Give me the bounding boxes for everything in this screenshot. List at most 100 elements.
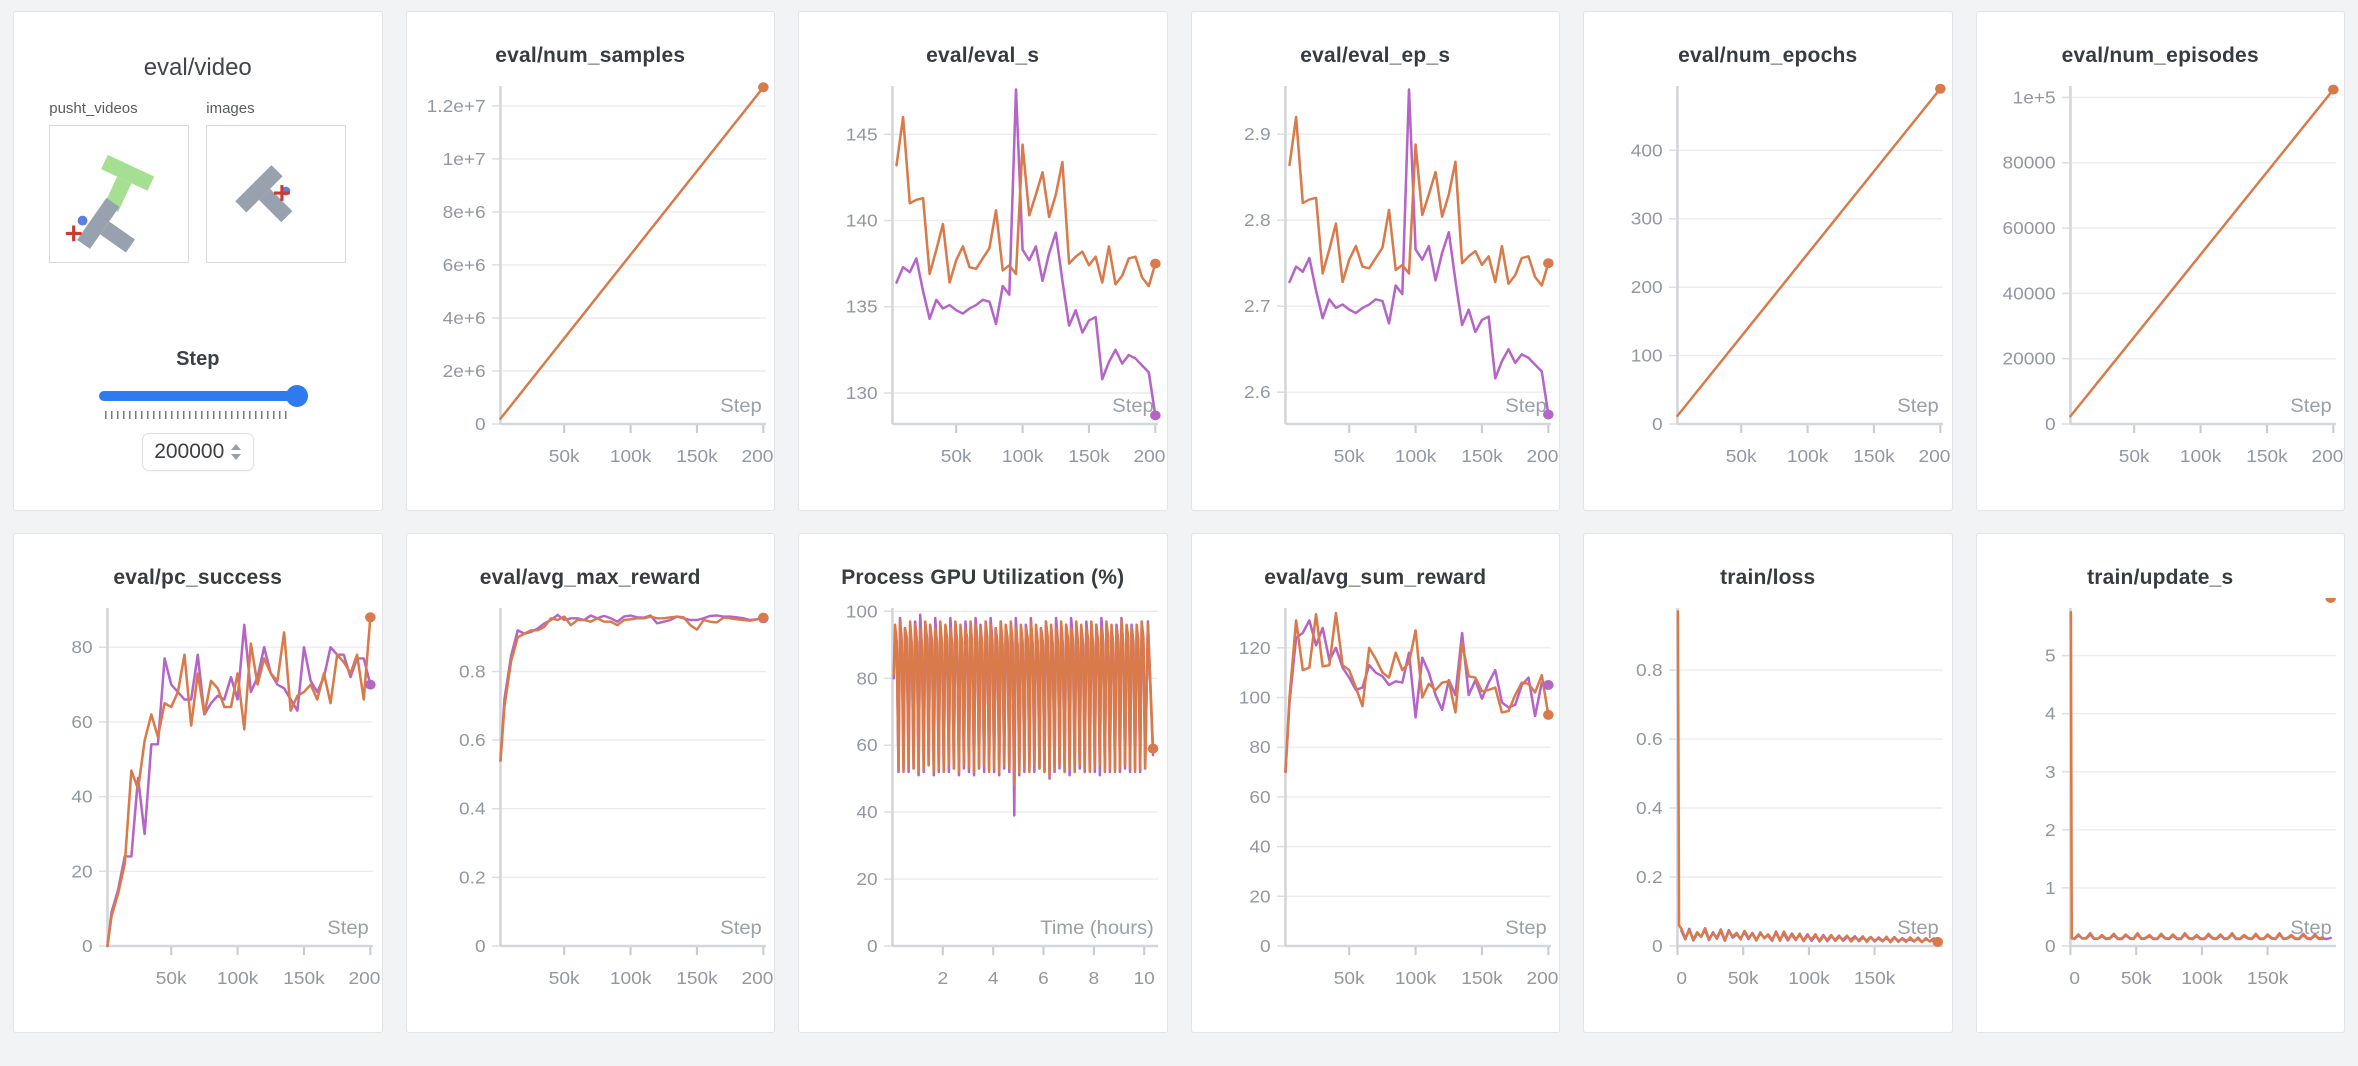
chart-canvas-num-episodes[interactable]: 0 20000 40000 60000 80000 1e+5 50k 100k 150k 200 S…	[1977, 76, 2345, 482]
pusht-scene-image	[66, 154, 155, 253]
y-tick-label: 0.8	[459, 661, 486, 681]
chart-canvas-num-samples[interactable]: 0 2e+6 4e+6 6e+6 8e+6 1e+7 1.2e+7 50k 100k 150k 20…	[407, 76, 775, 482]
stepper-up-icon[interactable]	[231, 444, 242, 450]
series-end-dot-orange-run	[1150, 258, 1161, 269]
x-tick-label: 100k	[1394, 446, 1436, 466]
series-line-purple-run	[1283, 619, 1550, 774]
series-end-dot-orange-run	[1542, 709, 1554, 720]
y-tick-label: 0.6	[1636, 729, 1663, 749]
y-tick-label: 300	[1631, 208, 1663, 228]
goal-cross	[274, 185, 291, 201]
y-tick-label: 2.8	[1244, 210, 1271, 230]
y-tick-label: 135	[846, 296, 878, 316]
panel-eval-eval-s: eval/eval_s 130 135 140 145 50k 100k 150k 200 St…	[798, 11, 1168, 511]
y-tick-label: 0	[2044, 414, 2055, 434]
chart-title: eval/eval_s	[926, 44, 1040, 67]
x-axis-title: Step	[720, 396, 762, 417]
y-tick-label: 2.7	[1244, 296, 1271, 316]
series-end-dot-orange-run	[1542, 258, 1554, 269]
media-group-pusht-videos: pusht_videos	[49, 100, 190, 263]
images-thumbnail[interactable]	[206, 125, 347, 263]
x-tick-label: 200	[741, 968, 773, 988]
chart-canvas-eval-ep-s[interactable]: 2.6 2.7 2.8 2.9 50k 100k 150k 200 Step	[1192, 76, 1560, 482]
chart-canvas-avg-sum-reward[interactable]: 0 20 40 60 80 100 120 50k 100k 150k 200 Step	[1192, 598, 1560, 1004]
slider-handle[interactable]	[285, 385, 308, 407]
media-label: images	[206, 100, 255, 117]
slider-track[interactable]	[98, 391, 297, 401]
chart-canvas-eval-s[interactable]: 130 135 140 145 50k 100k 150k 200 Step	[799, 76, 1167, 482]
pusht-video-thumbnail[interactable]	[49, 125, 190, 263]
x-axis-title: Step	[1112, 396, 1154, 417]
x-tick-label: 200	[349, 968, 381, 988]
series-end-dot-purple-run	[1542, 680, 1554, 690]
series-line-orange-run	[892, 620, 1155, 787]
chart-canvas-pc-success[interactable]: 0 20 40 60 80 50k 100k 150k 200 Step	[14, 598, 382, 1004]
chart-canvas-train-loss[interactable]: 0 0.2 0.4 0.6 0.8 0 50k 100k 150k Step	[1584, 598, 1952, 1004]
y-tick-label: 0	[1259, 936, 1270, 956]
y-tick-label: 4e+6	[442, 308, 485, 328]
panel-train-loss: train/loss 0 0.2 0.4 0.6 0.8 0 50k 100k 150k Step	[1583, 533, 1953, 1033]
y-tick-label: 20	[71, 861, 92, 881]
y-tick-label: 6e+6	[442, 254, 485, 274]
x-tick-label: 50k	[1726, 446, 1758, 466]
x-tick-label: 50k	[941, 446, 973, 466]
chart-canvas-gpu-utilization[interactable]: 0 20 40 60 80 100 2 4 6 8 10 Time (hours)	[799, 598, 1167, 1004]
panel-title: eval/video	[143, 54, 252, 81]
series-end-dot-purple-run	[1542, 409, 1554, 420]
x-tick-label: 150k	[676, 968, 718, 988]
y-tick-label: 60	[1249, 786, 1270, 806]
chart-title: Process GPU Utilization (%)	[841, 566, 1125, 589]
agent-dot	[77, 215, 88, 226]
y-tick-label: 100	[1238, 687, 1270, 707]
x-tick-label: 50k	[1333, 446, 1365, 466]
chart-title: train/loss	[1720, 566, 1816, 589]
y-tick-label: 20	[856, 869, 877, 889]
chart-canvas-train-update-s[interactable]: 0 1 2 3 4 5 0 50k 100k 150k Step	[1977, 598, 2345, 1004]
x-tick-label: 150k	[283, 968, 325, 988]
series-line-purple-run	[1287, 88, 1550, 416]
step-value-input[interactable]: 200000	[141, 433, 254, 471]
series-end-dot-orange-run	[2324, 598, 2336, 603]
x-tick-label: 0	[2069, 968, 2080, 988]
media-group-images: images	[206, 100, 347, 263]
step-slider-label: Step	[176, 348, 220, 370]
step-value[interactable]: 200000	[154, 440, 225, 463]
series-line-orange-run	[1676, 87, 1942, 417]
y-tick-label: 0	[474, 936, 485, 956]
panel-grid: eval/video pusht_videos	[13, 11, 2345, 1033]
chart-title: eval/pc_success	[113, 566, 283, 589]
x-tick-label: 2	[937, 968, 948, 988]
x-tick-label: 200	[1526, 968, 1558, 988]
gray-t-shape	[77, 197, 136, 253]
x-tick-label: 150k	[1461, 446, 1503, 466]
chart-title: train/update_s	[2087, 566, 2234, 589]
x-axis-title: Step	[1897, 918, 1939, 939]
chart-canvas-avg-max-reward[interactable]: 0 0.2 0.4 0.6 0.8 50k 100k 150k 200 Step	[407, 598, 775, 1004]
y-tick-label: 8e+6	[442, 201, 485, 221]
stepper-arrows[interactable]	[231, 444, 242, 460]
x-tick-label: 50k	[548, 968, 580, 988]
y-tick-label: 80	[1249, 737, 1270, 757]
y-tick-label: 40	[71, 786, 92, 806]
slider-tick-ruler	[104, 411, 291, 419]
step-slider[interactable]	[98, 385, 308, 407]
x-tick-label: 150k	[2246, 968, 2288, 988]
step-control-block: Step 200000	[14, 348, 382, 471]
x-tick-label: 100k	[1787, 446, 1829, 466]
panel-gpu-utilization: Process GPU Utilization (%) 0 20 40 60 80 100…	[798, 533, 1168, 1033]
chart-canvas-num-epochs[interactable]: 0 100 200 300 400 50k 100k 150k 200 Step	[1584, 76, 1952, 482]
series-line-purple-run	[106, 623, 372, 948]
chart-title: eval/eval_ep_s	[1300, 44, 1451, 67]
x-axis-title: Step	[1897, 396, 1939, 417]
gray-t-shape	[235, 165, 293, 223]
x-tick-label: 100k	[2179, 446, 2221, 466]
series-line-purple-run	[498, 613, 765, 762]
stepper-down-icon[interactable]	[231, 454, 242, 460]
panel-eval-num-epochs: eval/num_epochs 0 100 200 300 400 50k 100k 150k…	[1583, 11, 1953, 511]
y-tick-label: 1.2e+7	[426, 95, 485, 115]
y-tick-label: 0.2	[459, 867, 486, 887]
y-tick-label: 80	[71, 637, 92, 657]
x-tick-label: 200	[1134, 446, 1166, 466]
x-tick-label: 200	[1919, 446, 1951, 466]
series-end-dot-orange-run	[757, 82, 769, 93]
